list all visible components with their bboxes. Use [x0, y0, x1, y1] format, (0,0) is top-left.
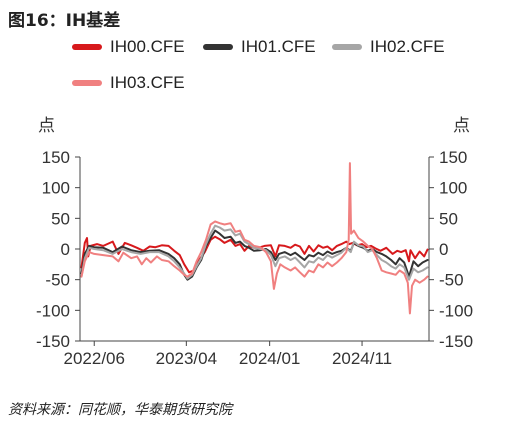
- legend-swatch-ih01: [203, 44, 233, 50]
- series-line-ih01-cfe: [80, 229, 429, 281]
- y-tick-label-left-4: -50: [45, 271, 70, 290]
- legend-item-ih03: IH03.CFE: [72, 73, 185, 93]
- series-line-ih03-cfe: [80, 162, 429, 315]
- chart-legend: IH00.CFE IH01.CFE IH02.CFE IH03.CFE: [0, 0, 519, 110]
- right-axis-unit: 点: [453, 116, 470, 136]
- y-tick-label-left-0: 150: [42, 148, 70, 167]
- axes-layer: 150 150 100 100 50 50 0 0 -50 -50 -100 -100 -150 -150…: [36, 148, 473, 368]
- y-tick-label-right-5: -100: [439, 301, 473, 320]
- legend-label-ih00: IH00.CFE: [110, 37, 185, 56]
- legend-item-ih02: IH02.CFE: [332, 37, 445, 57]
- legend-swatch-ih00: [72, 44, 102, 50]
- y-tick-label-left-6: -150: [36, 332, 70, 351]
- x-tick-label-3: 2024/11: [332, 349, 392, 368]
- legend-label-ih03: IH03.CFE: [110, 73, 185, 92]
- figure-title: 图16：IH基差: [8, 11, 121, 31]
- y-tick-label-right-3: 0: [439, 240, 448, 259]
- legend-swatch-ih02: [332, 44, 362, 50]
- y-tick-label-left-3: 0: [61, 240, 70, 259]
- y-tick-label-right-1: 100: [439, 179, 467, 198]
- x-tick-label-1: 2023/04: [156, 349, 217, 368]
- y-tick-label-left-2: 50: [51, 209, 70, 228]
- series-layer: [80, 162, 429, 315]
- source-note: 资料来源：同花顺，华泰期货研究院: [8, 402, 232, 418]
- y-tick-label-right-0: 150: [439, 148, 467, 167]
- legend-label-ih01: IH01.CFE: [241, 37, 316, 56]
- x-tick-label-2: 2024/01: [239, 349, 300, 368]
- x-tick-label-0: 2022/06: [64, 349, 125, 368]
- y-tick-label-right-2: 50: [439, 209, 458, 228]
- y-tick-label-left-1: 100: [42, 179, 70, 198]
- y-tick-label-right-6: -150: [439, 332, 473, 351]
- left-axis-unit: 点: [38, 116, 55, 136]
- y-tick-label-left-5: -100: [36, 301, 70, 320]
- legend-item-ih01: IH01.CFE: [203, 37, 316, 57]
- legend-swatch-ih03: [72, 80, 102, 86]
- series-line-ih00-cfe: [80, 235, 429, 274]
- legend-item-ih00: IH00.CFE: [72, 37, 185, 57]
- series-line-ih02-cfe: [80, 224, 429, 281]
- y-tick-label-right-4: -50: [439, 271, 464, 290]
- legend-label-ih02: IH02.CFE: [370, 37, 445, 56]
